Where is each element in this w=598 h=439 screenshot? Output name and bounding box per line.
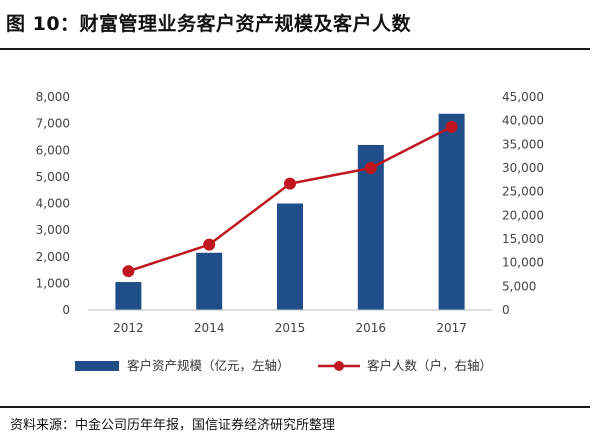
line-point: [203, 238, 216, 251]
x-tick-label: 2016: [356, 321, 387, 335]
title-rule: [0, 48, 590, 50]
left-axis-ticks: 0 1,000 2,000 3,000 4,000 5,000 6,000 7,000 8,00…: [36, 90, 70, 317]
right-tick-label: 20,000: [502, 208, 544, 222]
line-point: [364, 162, 377, 174]
left-tick-label: 6,000: [36, 143, 70, 157]
left-tick-label: 4,000: [36, 197, 70, 211]
right-tick-label: 10,000: [502, 256, 544, 270]
left-tick-label: 5,000: [36, 170, 70, 184]
x-tick-label: 2017: [436, 321, 467, 335]
right-tick-label: 25,000: [502, 185, 544, 199]
right-tick-label: 40,000: [502, 114, 544, 128]
left-tick-label: 2,000: [36, 250, 70, 264]
right-tick-label: 5,000: [502, 279, 536, 293]
figure-title: 图 10：财富管理业务客户资产规模及客户人数: [6, 13, 412, 35]
legend-line-label: 客户人数（户，右轴）: [367, 358, 492, 373]
right-tick-label: 30,000: [502, 161, 544, 175]
left-tick-label: 7,000: [36, 117, 70, 131]
bar: [196, 252, 223, 310]
left-tick-label: 1,000: [36, 276, 70, 290]
left-tick-label: 3,000: [36, 223, 70, 237]
x-axis-ticks: 2012 2014 2015 2016 2017: [113, 321, 467, 335]
right-tick-label: 15,000: [502, 232, 544, 246]
bar: [438, 113, 465, 311]
line-point: [284, 177, 296, 190]
line-series: [122, 120, 458, 278]
bar: [277, 203, 303, 310]
source-note: 资料来源：中金公司历年年报，国信证券经济研究所整理: [10, 418, 336, 433]
x-tick-label: 2015: [275, 321, 306, 335]
left-tick-label: 8,000: [36, 90, 70, 104]
combo-chart: 0 1,000 2,000 3,000 4,000 5,000 6,000 7,000 8,00…: [36, 90, 544, 373]
source-rule: [0, 406, 590, 408]
legend-bar-swatch: [75, 361, 119, 371]
bar-series: [115, 113, 465, 311]
right-tick-label: 45,000: [502, 90, 544, 104]
right-axis-ticks: 0 5,000 10,000 15,000 20,000 25,000 30,000 35,0…: [502, 90, 544, 317]
x-tick-label: 2014: [194, 321, 225, 335]
legend-line-marker: [334, 361, 344, 371]
bar: [115, 282, 142, 310]
x-tick-label: 2012: [113, 321, 144, 335]
line-point: [445, 120, 458, 133]
legend: 客户资产规模（亿元，左轴） 客户人数（户，右轴）: [75, 358, 492, 373]
right-tick-label: 0: [502, 303, 510, 317]
legend-bar-label: 客户资产规模（亿元，左轴）: [127, 358, 290, 373]
right-tick-label: 35,000: [502, 137, 544, 151]
line-point: [122, 265, 135, 278]
left-tick-label: 0: [62, 303, 70, 317]
